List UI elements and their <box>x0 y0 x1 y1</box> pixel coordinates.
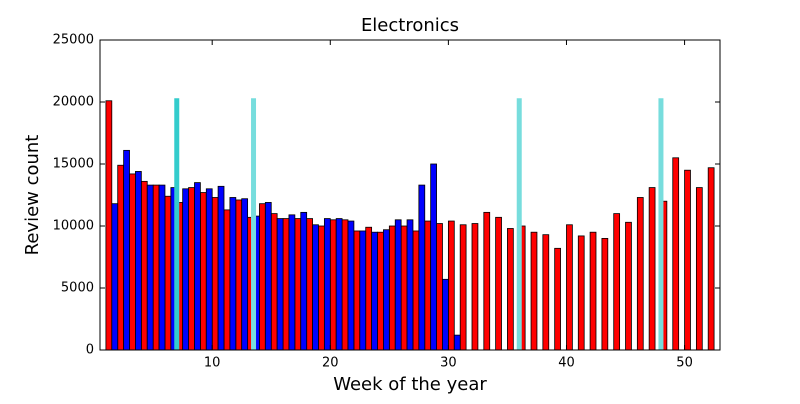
bar <box>276 218 284 351</box>
bar <box>347 220 355 351</box>
bar <box>205 188 213 351</box>
bar <box>377 231 384 351</box>
y-tick-label: 15000 <box>53 157 94 172</box>
bar <box>447 220 455 351</box>
bar <box>636 197 644 351</box>
bar <box>483 211 491 351</box>
bar <box>229 197 237 351</box>
bar <box>589 231 597 351</box>
bar <box>542 234 550 351</box>
bar <box>164 195 172 351</box>
x-tick-label: 20 <box>322 356 339 371</box>
y-axis-label: Review count <box>22 135 43 256</box>
bar <box>270 213 278 351</box>
bar <box>129 173 136 351</box>
bar <box>300 211 308 351</box>
bar <box>418 184 426 351</box>
bar <box>383 229 390 351</box>
bar <box>672 157 680 351</box>
x-tick-label: 30 <box>440 356 457 371</box>
bar <box>359 230 367 351</box>
bar <box>495 216 502 351</box>
bar <box>329 219 337 351</box>
bar <box>217 185 225 351</box>
bar <box>406 219 414 351</box>
y-tick-label: 0 <box>86 343 94 358</box>
bar <box>194 182 201 351</box>
y-tick-label: 10000 <box>53 219 94 234</box>
bar <box>211 197 219 351</box>
bar <box>412 230 420 351</box>
plot-frame <box>99 39 721 351</box>
bar <box>335 218 343 351</box>
bar <box>577 235 585 351</box>
bar <box>188 187 195 351</box>
bar <box>400 225 408 351</box>
bar <box>436 223 443 351</box>
bar <box>306 218 313 351</box>
bar <box>123 149 130 351</box>
bar <box>182 188 189 351</box>
bar <box>282 218 290 351</box>
bar <box>353 230 361 351</box>
bar <box>152 184 160 351</box>
bar <box>424 220 432 351</box>
y-tick-label: 20000 <box>53 95 94 110</box>
bar <box>707 167 715 351</box>
bar <box>459 224 467 351</box>
bar <box>554 247 561 351</box>
y-tick-label: 25000 <box>53 33 94 48</box>
x-axis-label: Week of the year <box>333 374 487 395</box>
bar <box>695 187 703 351</box>
x-tick-label: 50 <box>676 356 693 371</box>
bar <box>601 237 609 351</box>
bar <box>507 228 514 351</box>
bar <box>140 180 148 351</box>
bar <box>294 218 302 351</box>
bar <box>430 163 437 351</box>
bar <box>453 334 461 351</box>
bar <box>471 223 479 351</box>
chart-title: Electronics <box>361 15 459 36</box>
bar <box>323 218 331 351</box>
bar <box>111 203 119 351</box>
bar <box>394 219 402 351</box>
y-tick-label: 5000 <box>61 281 94 296</box>
bar <box>388 225 396 351</box>
bar <box>135 171 142 351</box>
bar <box>312 224 319 351</box>
bar <box>530 231 538 351</box>
x-tick-label: 40 <box>558 356 575 371</box>
bar <box>684 169 691 351</box>
bar <box>264 202 272 351</box>
bar <box>613 213 621 351</box>
bar <box>365 226 373 351</box>
bar <box>199 192 207 351</box>
bar <box>117 164 125 351</box>
bar <box>158 184 166 351</box>
bar <box>235 199 243 351</box>
bar <box>371 231 378 351</box>
bar <box>318 225 325 351</box>
x-tick-label: 10 <box>204 356 221 371</box>
bar <box>648 187 656 351</box>
bar <box>241 198 249 351</box>
bar <box>146 184 154 351</box>
bar <box>223 209 231 351</box>
bar <box>288 214 296 351</box>
bar <box>625 221 632 351</box>
bar <box>341 219 349 351</box>
bar <box>259 203 266 351</box>
bar <box>442 278 449 351</box>
bar <box>566 224 573 351</box>
bar <box>105 100 113 351</box>
